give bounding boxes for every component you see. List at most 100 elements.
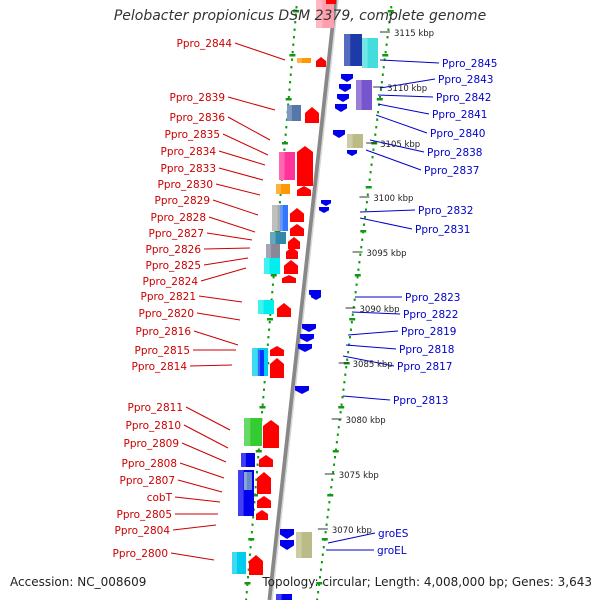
right-strand-dot [363,223,366,226]
forward-gene-label: Ppro_2834 [161,146,217,158]
right-strand-dot [334,456,336,459]
reverse-gene-label: Ppro_2819 [401,326,456,338]
left-strand-dot [272,276,275,279]
left-strand-dot [284,133,287,136]
right-strand-dot [325,523,328,526]
left-strand-dot [294,21,297,24]
right-strand-dot [360,246,363,249]
forward-gene-label: Ppro_2835 [165,129,220,141]
label-leader [327,532,376,544]
reverse-gene-box [362,38,378,68]
right-strand-dot [319,576,321,579]
forward-gene-arrow [326,0,336,4]
label-leader [351,311,401,315]
right-strand-dot [344,373,347,376]
forward-gene-label: Ppro_2811 [128,402,183,414]
strand-major-tick [376,98,383,101]
forward-gene-box-shade [266,244,271,258]
reverse-gene-label: Ppro_2838 [427,147,482,159]
scale-label: 3090 kbp [360,305,400,315]
strand-major-tick [285,98,292,101]
scale-label: 3085 kbp [353,360,393,370]
forward-gene-box-shade [258,350,261,376]
reverse-gene-label: Ppro_2818 [399,344,454,356]
left-strand-dot [289,73,292,76]
left-strand-dot [295,6,298,9]
left-strand-dot [271,283,274,286]
right-strand-dot [357,268,360,271]
reverse-gene-label: Ppro_2841 [432,109,487,121]
label-leader [179,462,225,479]
label-leader [369,139,425,153]
labels-layer: 3115 kbp 3110 kbp 3105 kbp 3100 kbp 3095 kbp… [113,29,498,560]
reverse-gene-box-shade [362,38,368,68]
right-strand-dot [351,313,354,316]
forward-gene-box-shade [232,552,237,574]
right-strand-dot [346,358,349,361]
right-strand-dot [375,126,378,129]
right-strand-dot [386,36,389,39]
right-strand-dot [356,276,359,279]
left-strand-dot [249,546,252,549]
right-strand-dot [345,366,348,369]
label-leader [193,330,239,346]
right-strand-dot [330,486,333,489]
right-strand-dot [341,396,344,399]
reverse-gene-arrow [280,540,294,550]
reverse-gene-label: Ppro_2813 [393,395,448,407]
forward-gene-box [280,205,288,231]
forward-gene-label: Ppro_2828 [151,212,206,224]
label-leader [196,312,241,321]
label-leader [208,216,256,233]
reverse-gene-arrow [333,130,345,138]
right-strand-dot [349,336,351,339]
left-strand-dot [292,43,295,46]
right-strand-dot [379,88,382,91]
left-strand-dot [291,58,294,61]
right-strand-dot [381,73,384,76]
left-strand-dot [257,448,260,451]
strand-major-tick [387,10,394,13]
scale-label: 3105 kbp [380,140,420,150]
label-leader [172,524,217,531]
left-strand-dot [256,463,259,466]
reverse-gene-box [347,134,363,148]
left-strand-dot [254,486,257,489]
left-strand-dot [270,298,273,301]
forward-gene-arrow [290,208,304,222]
left-strand-dot [268,328,271,331]
right-strand-dot [320,561,323,564]
forward-gene-arrow [297,186,311,196]
forward-gene-arrow [305,107,319,123]
right-strand-dot [334,448,337,451]
strand-major-tick [281,142,288,145]
label-leader [181,442,227,463]
reverse-gene-arrow [347,150,357,156]
forward-gene-label: Ppro_2825 [146,260,201,272]
left-strand-dot [294,13,297,16]
right-strand-dot [328,501,331,504]
left-strand-dot [279,193,282,196]
forward-gene-label: Ppro_2829 [155,195,210,207]
strand-major-tick [365,186,372,189]
forward-gene-box [287,105,301,121]
forward-gene-box [297,58,311,63]
forward-gene-box-shade [264,258,270,274]
reverse-gene-label: Ppro_2823 [405,292,460,304]
right-strand-dot [364,208,367,211]
left-strand-dot [255,471,258,474]
right-strand-dot [343,381,346,384]
left-strand-dot [288,88,291,91]
right-strand-dot [354,291,357,294]
strand-major-tick [266,318,273,321]
scale-label: 3100 kbp [373,194,413,204]
right-strand-dot [324,531,327,534]
right-strand-dot [384,51,387,54]
left-strand-dot [257,456,260,459]
strand-major-tick [349,318,356,321]
right-strand-dot [342,388,345,391]
left-strand-dot [293,28,296,31]
reverse-gene-arrow [341,74,353,82]
